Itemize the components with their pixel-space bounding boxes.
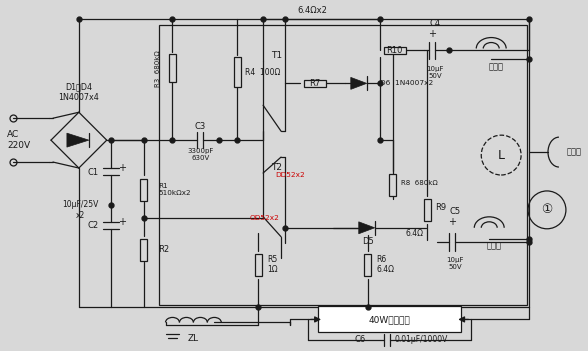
- Text: R6
6.4Ω: R6 6.4Ω: [377, 255, 395, 274]
- Text: OD52x2: OD52x2: [249, 215, 279, 221]
- Bar: [424, 199, 431, 221]
- Text: D1～D4
1N4007x4: D1～D4 1N4007x4: [58, 82, 99, 102]
- Text: R5
1Ω: R5 1Ω: [267, 255, 278, 274]
- Text: C6: C6: [355, 335, 366, 344]
- Text: +: +: [118, 217, 126, 227]
- Text: C2: C2: [88, 221, 99, 230]
- Text: 10μF
50V: 10μF 50V: [427, 66, 444, 79]
- Text: （绿）: （绿）: [487, 241, 502, 250]
- Text: D5: D5: [362, 237, 373, 246]
- Bar: [383, 47, 406, 54]
- Text: AC
220V: AC 220V: [7, 131, 30, 150]
- Text: C4: C4: [430, 19, 441, 28]
- Bar: [169, 54, 176, 82]
- Bar: [389, 174, 396, 196]
- Text: T1: T1: [271, 51, 282, 60]
- Text: （蓝）: （蓝）: [489, 62, 504, 71]
- Text: C1: C1: [88, 167, 99, 177]
- Text: 6.4Ωx2: 6.4Ωx2: [297, 6, 327, 15]
- Text: T2: T2: [271, 163, 282, 172]
- Bar: [140, 179, 147, 201]
- Text: R8  680kΩ: R8 680kΩ: [400, 180, 437, 186]
- Text: R9: R9: [436, 203, 446, 212]
- Text: R3  680kΩ: R3 680kΩ: [155, 50, 161, 87]
- Text: C5: C5: [450, 207, 461, 216]
- Text: 6.4Ω: 6.4Ω: [406, 229, 423, 238]
- Text: 3300pF
630V: 3300pF 630V: [187, 147, 213, 161]
- Polygon shape: [359, 222, 375, 234]
- Text: ①: ①: [542, 203, 553, 216]
- Bar: [364, 254, 371, 276]
- Text: 10μF/25V
x2: 10μF/25V x2: [63, 200, 99, 220]
- Text: R4  100Ω: R4 100Ω: [245, 68, 280, 77]
- Bar: [318, 306, 462, 332]
- Text: R7: R7: [309, 79, 320, 88]
- Bar: [140, 239, 147, 261]
- Text: R1
510kΩx2: R1 510kΩx2: [159, 184, 191, 197]
- Text: R10: R10: [386, 46, 403, 55]
- Text: R2: R2: [159, 245, 170, 254]
- Text: 40W日光灯管: 40W日光灯管: [369, 315, 410, 324]
- Text: +: +: [449, 217, 456, 227]
- Text: +: +: [118, 163, 126, 173]
- Text: C3: C3: [195, 122, 206, 131]
- Bar: [304, 80, 326, 87]
- Bar: [255, 254, 262, 276]
- Polygon shape: [67, 133, 89, 147]
- Text: ZL: ZL: [188, 334, 199, 343]
- Bar: [234, 58, 240, 87]
- Text: 0.01μF/1000V: 0.01μF/1000V: [395, 335, 448, 344]
- Text: DD52x2: DD52x2: [275, 172, 305, 178]
- Polygon shape: [351, 77, 367, 90]
- Text: L: L: [497, 148, 505, 161]
- Text: （红）: （红）: [567, 147, 582, 157]
- Text: 10μF
50V: 10μF 50V: [447, 257, 464, 270]
- Bar: [159, 25, 527, 305]
- Text: D6  1N4007x2: D6 1N4007x2: [380, 80, 433, 86]
- Text: +: +: [429, 28, 436, 39]
